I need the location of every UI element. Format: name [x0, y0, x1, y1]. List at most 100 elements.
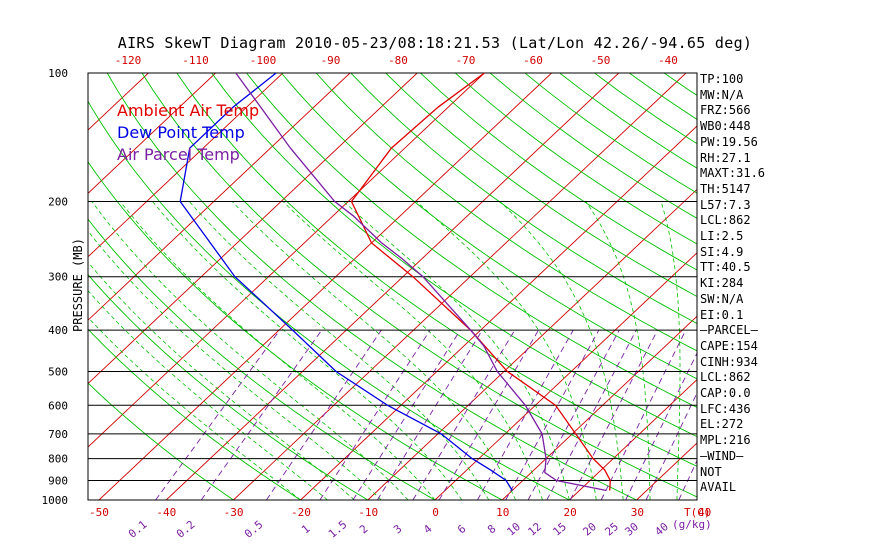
mixing-ratio-label: 8: [485, 522, 498, 536]
top-temp-tick-label: -80: [388, 54, 408, 67]
mixing-ratio-label: 1: [299, 522, 312, 536]
isotherm-line: [98, 73, 552, 500]
mixing-ratio-line: [319, 329, 431, 500]
isobar-label: 600: [48, 399, 68, 412]
isotherm-line: [0, 73, 14, 500]
bottom-temp-tick-label: -30: [224, 506, 244, 519]
mixing-ratio-label: 25: [602, 520, 621, 538]
moist-adiabat-line: [343, 201, 570, 500]
isobar-label: 300: [48, 271, 68, 284]
dry-adiabat-line: [88, 218, 436, 500]
index-line: CAPE:154: [700, 338, 758, 353]
dry-adiabat-line: [176, 73, 697, 467]
dry-adiabat-line: [420, 73, 697, 271]
top-temp-tick-label: -70: [456, 54, 476, 67]
mixing-ratio-label: 0.1: [126, 518, 150, 541]
mixing-ratio-label: 3: [391, 522, 404, 536]
dry-adiabat-line: [88, 273, 369, 500]
dry-adiabat-line: [211, 73, 697, 438]
legend-ambient-air-temp: Ambient Air Temp: [117, 101, 260, 120]
dry-adiabat-line: [246, 73, 697, 408]
dry-adiabat-line: [350, 73, 697, 324]
mixing-ratio-line: [546, 329, 637, 500]
moist-adiabat-line: [499, 201, 624, 500]
index-line: TT:40.5: [700, 260, 751, 275]
series-line-dew-point-temp: [179, 73, 513, 491]
moist-adiabat-line: [660, 201, 681, 500]
dry-adiabat-line: [88, 161, 503, 500]
dry-adiabat-line: [280, 73, 697, 380]
isotherm-line: [0, 73, 81, 500]
top-temp-tick-label: -40: [658, 54, 678, 67]
moist-adiabat-line: [88, 230, 382, 500]
mixing-ratio-label: 0.2: [174, 518, 198, 541]
index-line: LFC:436: [700, 401, 751, 416]
index-line: WB0:448: [700, 119, 751, 134]
moist-adiabat-line: [585, 201, 651, 500]
index-line: MW:N/A: [700, 87, 744, 102]
dry-adiabat-line: [838, 73, 870, 500]
index-line: NOT: [700, 464, 722, 479]
mixing-ratio-line: [412, 329, 516, 500]
dry-adiabat-line: [315, 73, 697, 352]
isobar-label: 1000: [42, 494, 69, 507]
index-line: CAP:0.0: [700, 386, 751, 400]
top-temp-tick-label: -110: [182, 54, 209, 67]
isotherm-line: [88, 73, 216, 195]
moist-adiabat-line: [88, 316, 301, 500]
mixing-ratio-line: [569, 329, 658, 500]
top-temp-tick-label: -100: [250, 54, 277, 67]
isotherm-line: [233, 73, 687, 500]
mixing-ratio-label: 20: [580, 520, 599, 538]
mixing-ratio-label: 40: [652, 520, 671, 538]
index-line: LI:2.5: [700, 229, 744, 243]
dry-adiabat-line: [489, 73, 697, 219]
mixing-ratio-line: [200, 329, 323, 500]
index-line: SW:N/A: [700, 291, 744, 306]
index-line: KI:284: [700, 276, 744, 291]
plot-frame: [87, 72, 698, 501]
bottom-temp-tick-label: 20: [563, 506, 576, 519]
legend-air-parcel-temp: Air Parcel Temp: [117, 145, 240, 164]
isotherm-line: [771, 73, 870, 500]
bottom-temp-tick-label: -40: [156, 506, 176, 519]
isobar-label: 900: [48, 474, 68, 487]
mixing-ratio-line: [645, 391, 697, 500]
mixing-ratio-label: 10: [504, 520, 523, 538]
isobar-label: 400: [48, 324, 68, 337]
index-line: EL:272: [700, 417, 744, 432]
mixing-ratio-line: [155, 329, 281, 500]
moist-adiabat-line: [282, 201, 543, 500]
dry-adiabat-line: [88, 382, 234, 500]
isotherm-line: [88, 73, 418, 385]
index-line: L57:7.3: [700, 197, 751, 212]
mixing-ratio-line: [266, 329, 382, 500]
bottom-temp-tick-label: 10: [496, 506, 509, 519]
isobar-label: 100: [48, 67, 68, 80]
isotherm-line: [88, 73, 284, 258]
legend-dew-point-temp: Dew Point Temp: [117, 123, 245, 142]
index-line: TH:5147: [700, 181, 751, 196]
isobar-label: 500: [48, 365, 68, 378]
mixing-ratio-line: [438, 329, 539, 500]
bottom-temp-tick-label: -20: [291, 506, 311, 519]
mixing-ratio-line: [678, 459, 697, 500]
bottom-temp-tick-label: -50: [89, 506, 109, 519]
mixing-ratio-line: [527, 329, 620, 500]
index-line: —PARCEL—: [700, 323, 758, 338]
dry-adiabat-line: [88, 100, 570, 500]
mixing-ratio-label: 2: [357, 522, 370, 536]
series-line-air-parcel-temp: [235, 73, 607, 492]
top-temp-tick-label: -60: [523, 54, 543, 67]
isotherm-line: [165, 73, 620, 500]
isotherm-line: [367, 188, 697, 500]
isobar-label: 700: [48, 428, 68, 441]
isobar-label: 800: [48, 453, 68, 466]
mixing-ratio-label: 4: [421, 522, 435, 536]
index-line: AVAIL: [700, 480, 737, 495]
mixing-ratio-line: [600, 329, 687, 500]
isotherm-line: [88, 73, 485, 448]
index-line: EI:0.1: [700, 307, 744, 322]
mixing-ratio-label: 6: [455, 522, 468, 536]
